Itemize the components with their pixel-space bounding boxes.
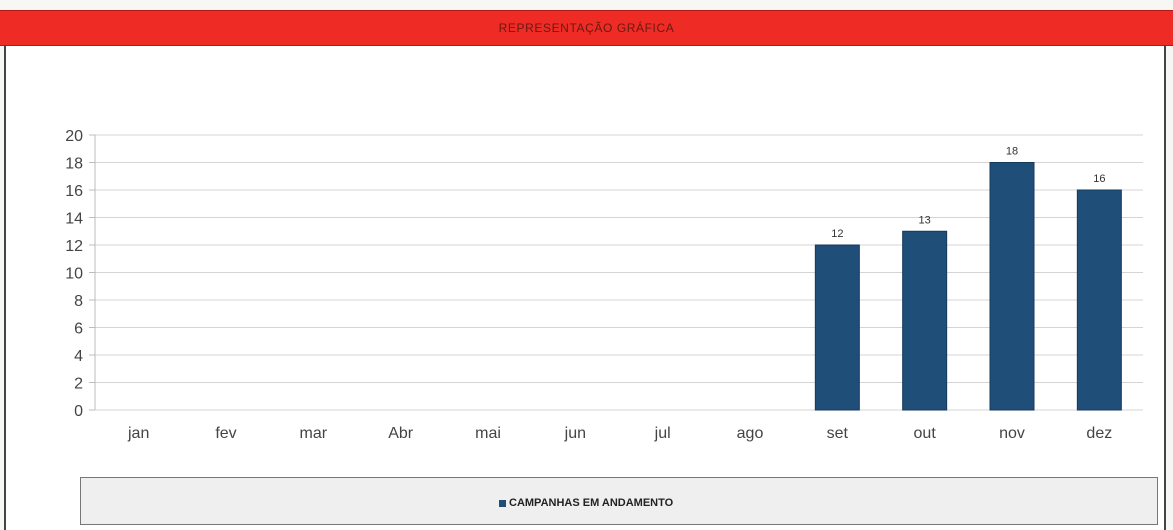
bar-chart: 0 2 4 6 8 10 12 14 16 18 20 jan fev mar Abr mai jun jul ag…	[65, 128, 1143, 442]
legend-label: CAMPANHAS EM ANDAMENTO	[509, 497, 674, 509]
x-tick-label: mai	[475, 425, 501, 442]
x-tick-label: ago	[737, 425, 764, 442]
bar-set	[814, 244, 860, 411]
x-tick-label: mar	[300, 425, 328, 442]
x-tick-label: fev	[215, 425, 236, 442]
bar-nov	[989, 162, 1035, 411]
x-tick-label: out	[914, 425, 937, 442]
y-tick-label: 14	[65, 211, 83, 228]
legend-swatch-icon	[499, 499, 506, 507]
y-tick-label: 12	[65, 238, 83, 255]
bar-out	[902, 230, 948, 411]
y-tick-label: 18	[65, 156, 83, 173]
y-tick-label: 4	[74, 348, 83, 365]
x-tick-label: jul	[654, 425, 671, 442]
chart-panel	[4, 10, 1166, 530]
y-tick-label: 2	[74, 376, 83, 393]
legend: CAMPANHAS EM ANDAMENTO	[80, 477, 1158, 525]
x-tick-label: dez	[1086, 425, 1112, 442]
y-tick-label: 8	[74, 293, 83, 310]
data-label: 12	[831, 228, 843, 240]
x-tick-label: set	[827, 425, 849, 442]
x-tick-label: jun	[564, 425, 586, 442]
y-tick-label: 10	[65, 266, 83, 283]
y-tick-label: 0	[74, 403, 83, 420]
x-tick-label: nov	[999, 425, 1025, 442]
y-tick-label: 6	[74, 321, 83, 338]
data-label: 13	[919, 214, 931, 226]
header-bar: REPRESENTAÇÃO GRÁFICA	[0, 10, 1173, 46]
data-label: 18	[1006, 146, 1018, 158]
x-tick-label: jan	[127, 425, 149, 442]
legend-item: CAMPANHAS EM ANDAMENTO	[499, 497, 673, 509]
y-tick-label: 20	[65, 128, 83, 145]
y-tick-label: 16	[65, 183, 83, 200]
x-tick-label: Abr	[388, 425, 414, 442]
chart-section-title: REPRESENTAÇÃO GRÁFICA	[498, 21, 675, 35]
data-label: 16	[1093, 173, 1105, 185]
bar-dez	[1076, 189, 1122, 411]
